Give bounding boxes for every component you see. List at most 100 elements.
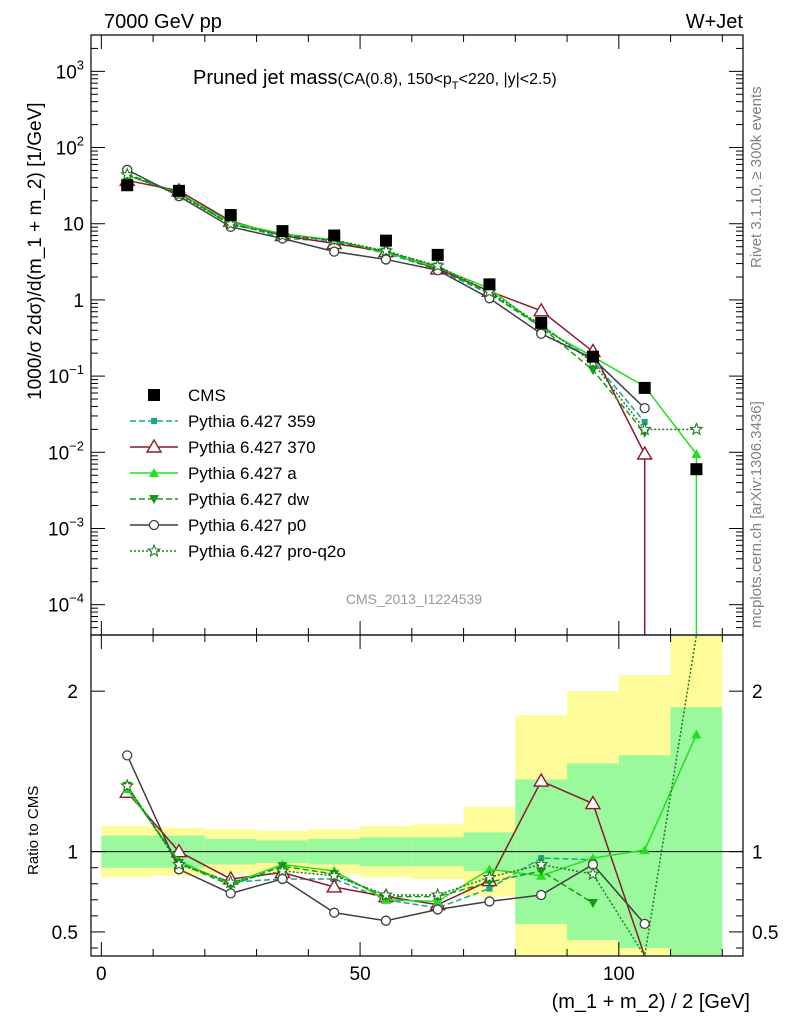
ratio-ytick-label: 2 xyxy=(67,682,78,703)
analysis-id: CMS_2013_I1224539 xyxy=(346,591,482,607)
main-series-marker xyxy=(691,448,702,458)
main-ytick-label: 1 xyxy=(73,291,84,312)
main-ytick-base: 10 xyxy=(56,62,77,83)
ratio-series-marker xyxy=(325,878,343,893)
cms-data-point xyxy=(121,179,134,192)
ratio-series-marker xyxy=(534,856,549,871)
ratio-series-marker xyxy=(380,915,392,926)
ratio-band-inner xyxy=(670,707,723,956)
cms-data-point xyxy=(535,316,548,329)
ratio-series-marker xyxy=(691,729,702,739)
main-series-marker xyxy=(380,254,392,265)
ratio-series-marker xyxy=(120,778,135,792)
main-ytick-base: 10 xyxy=(56,139,77,160)
main-series-line xyxy=(126,174,697,431)
cms-data-point xyxy=(638,381,651,394)
legend-label: Pythia 6.427 359 xyxy=(188,412,316,431)
cms-data-point xyxy=(328,229,341,242)
ratio-series-marker xyxy=(223,874,238,889)
ratio-ytick-label: 1 xyxy=(67,843,78,864)
xtick-label: 0 xyxy=(96,964,107,985)
main-ytick-exp: −4 xyxy=(69,591,84,606)
ratio-series-5 xyxy=(120,634,698,959)
ratio-series-marker xyxy=(587,899,598,909)
legend-marker xyxy=(146,543,162,558)
chart-title-main: Pruned jet mass xyxy=(193,67,338,89)
xlabel: (m_1 + m_2) / 2 [GeV] xyxy=(552,991,750,1013)
main-series xyxy=(119,164,704,635)
legend-label: Pythia 6.427 p0 xyxy=(188,516,306,535)
chart-title-sub-suffix: <220, |y|<2.5) xyxy=(459,71,557,88)
main-series-marker xyxy=(637,421,652,436)
ratio-series-marker xyxy=(587,853,598,863)
main-series-marker xyxy=(636,445,653,460)
legend-marker xyxy=(149,468,159,477)
legend-label: CMS xyxy=(188,386,226,405)
ratio-ylabel: Ratio to CMS xyxy=(25,786,42,875)
ratio-ytick-label-right: 0.5 xyxy=(752,923,778,944)
main-ytick-base: 10 xyxy=(48,367,69,388)
main-series-marker xyxy=(120,167,135,181)
ratio-series xyxy=(119,634,702,959)
main-series-marker xyxy=(536,328,547,339)
cms-data-point xyxy=(276,225,289,238)
main-series-marker xyxy=(532,302,550,317)
legend-label: Pythia 6.427 dw xyxy=(188,490,310,509)
main-ytick-base: 10 xyxy=(63,215,84,236)
main-ytick-base: 10 xyxy=(48,519,69,540)
ratio-series-marker xyxy=(171,857,187,871)
legend-item-cms: CMS xyxy=(148,386,226,405)
legend-marker xyxy=(149,495,159,504)
main-ylabel: 1000/σ 2dσ)/d(m_1 + m_2) [1/GeV] xyxy=(25,102,46,400)
main-ytick-label: 10−3 xyxy=(48,514,84,540)
ratio-ytick-label-right: 2 xyxy=(752,682,763,703)
legend-item: Pythia 6.427 pro-q2o xyxy=(130,542,346,561)
cms-data-point xyxy=(379,234,392,247)
ratio-series-marker xyxy=(432,904,443,915)
rivet-label: Rivet 3.1.10, ≥ 300k events xyxy=(748,86,765,268)
frames xyxy=(90,34,744,957)
ratio-series-marker xyxy=(430,887,445,902)
legend-marker xyxy=(148,519,160,531)
main-series-marker xyxy=(430,258,445,272)
legend-item: Pythia 6.427 a xyxy=(130,464,297,483)
legend-item: Pythia 6.427 dw xyxy=(130,490,310,509)
ratio-series-marker xyxy=(484,864,495,874)
main-ytick-label: 10−4 xyxy=(48,591,84,617)
legend-label: Pythia 6.427 370 xyxy=(188,438,316,457)
ratio-series-marker xyxy=(532,772,550,787)
legend-item: Pythia 6.427 359 xyxy=(130,412,316,431)
ratio-series-marker xyxy=(378,887,394,902)
mcplots-label: mcplots.cern.ch [arXiv:1306.3436] xyxy=(748,401,765,628)
main-series-marker xyxy=(329,246,340,257)
legend-label: Pythia 6.427 a xyxy=(188,464,297,483)
header-right: W+Jet xyxy=(686,11,744,33)
cms-data xyxy=(121,179,703,476)
xtick-label: 100 xyxy=(603,964,635,985)
ratio-series-marker xyxy=(275,863,290,878)
ratio-series-marker xyxy=(329,907,340,918)
ratio-series-marker xyxy=(277,873,288,885)
main-series-marker xyxy=(639,402,650,414)
cms-data-point xyxy=(224,209,237,222)
ratio-series-marker xyxy=(486,885,493,892)
cms-data-point xyxy=(690,463,703,476)
main-ytick-label: 10 xyxy=(63,215,84,236)
ratio-series-marker xyxy=(327,868,342,882)
main-series-marker xyxy=(587,366,598,376)
ratio-series-line xyxy=(126,734,698,903)
main-ytick-base: 1 xyxy=(73,291,84,312)
cms-data-point xyxy=(483,278,496,291)
legend-marker xyxy=(145,438,163,453)
main-ytick-base: 10 xyxy=(48,596,69,617)
legend-label: Pythia 6.427 pro-q2o xyxy=(188,542,346,561)
main-ytick-exp: −3 xyxy=(69,514,84,529)
legend-item: Pythia 6.427 370 xyxy=(130,438,316,457)
ratio-series-marker xyxy=(225,888,236,899)
main-series-marker xyxy=(378,243,394,258)
ratio-series-marker xyxy=(122,750,133,761)
main-ytick-exp: 3 xyxy=(77,57,84,72)
main-ytick-label: 102 xyxy=(56,134,84,160)
ratio-series-marker xyxy=(584,795,602,810)
